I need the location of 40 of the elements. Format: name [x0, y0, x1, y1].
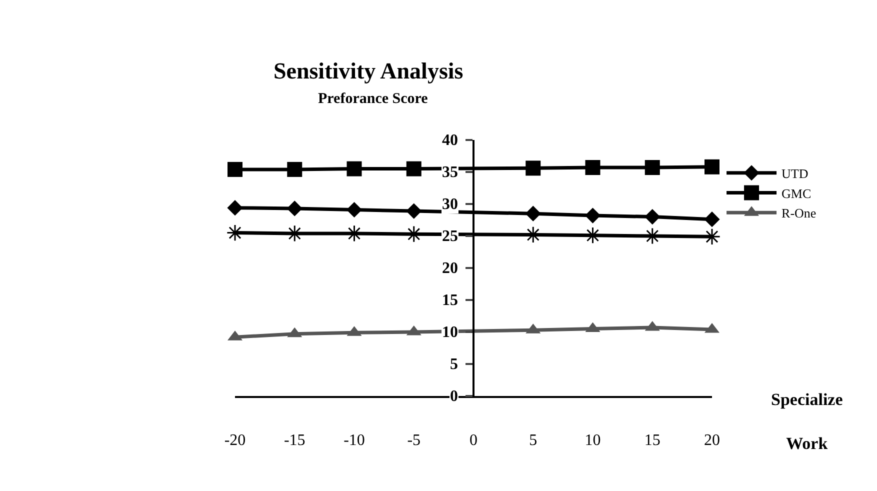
point — [525, 206, 541, 222]
y-tick-label: 20 — [442, 260, 458, 277]
x-tick-label: 15 — [644, 432, 660, 449]
point — [526, 160, 541, 176]
chart-title: Sensitivity Analysis — [273, 58, 464, 84]
legend-label: GMC — [782, 186, 812, 201]
x-tick-label: -15 — [284, 432, 306, 449]
y-tick-label: 0 — [450, 388, 458, 405]
point — [644, 160, 660, 176]
x-tick-label: 10 — [584, 432, 601, 449]
point — [585, 160, 600, 176]
x-tick-label: 0 — [470, 432, 478, 449]
y-tick-label: 10 — [442, 324, 458, 341]
text: Specialize Work — [771, 390, 843, 454]
point — [228, 162, 242, 177]
point — [346, 202, 362, 218]
y-tick-label: 30 — [442, 196, 458, 213]
y-axis-title: Preforance Score — [318, 91, 428, 107]
point — [286, 200, 302, 216]
y-tick-label: 25 — [442, 228, 458, 245]
x-tick-label: 5 — [529, 432, 538, 449]
x-tick-label: -5 — [407, 432, 421, 449]
x-tick-label: -10 — [344, 432, 365, 449]
point — [287, 162, 302, 177]
point — [704, 212, 720, 228]
legend-label: R-One — [782, 206, 816, 221]
point — [704, 159, 720, 174]
point — [346, 161, 362, 176]
legend-label: UTD — [782, 166, 808, 181]
y-tick-label: 15 — [442, 292, 458, 309]
y-tick-label: 40 — [442, 132, 458, 149]
y-tick-label: 35 — [442, 164, 458, 181]
point — [406, 203, 422, 219]
point — [644, 209, 660, 225]
point — [227, 200, 243, 216]
x-tick-label: 20 — [704, 432, 720, 449]
point — [406, 161, 422, 176]
x-tick-label: -20 — [224, 432, 246, 449]
y-tick-label: 5 — [450, 356, 458, 373]
point — [584, 208, 601, 224]
